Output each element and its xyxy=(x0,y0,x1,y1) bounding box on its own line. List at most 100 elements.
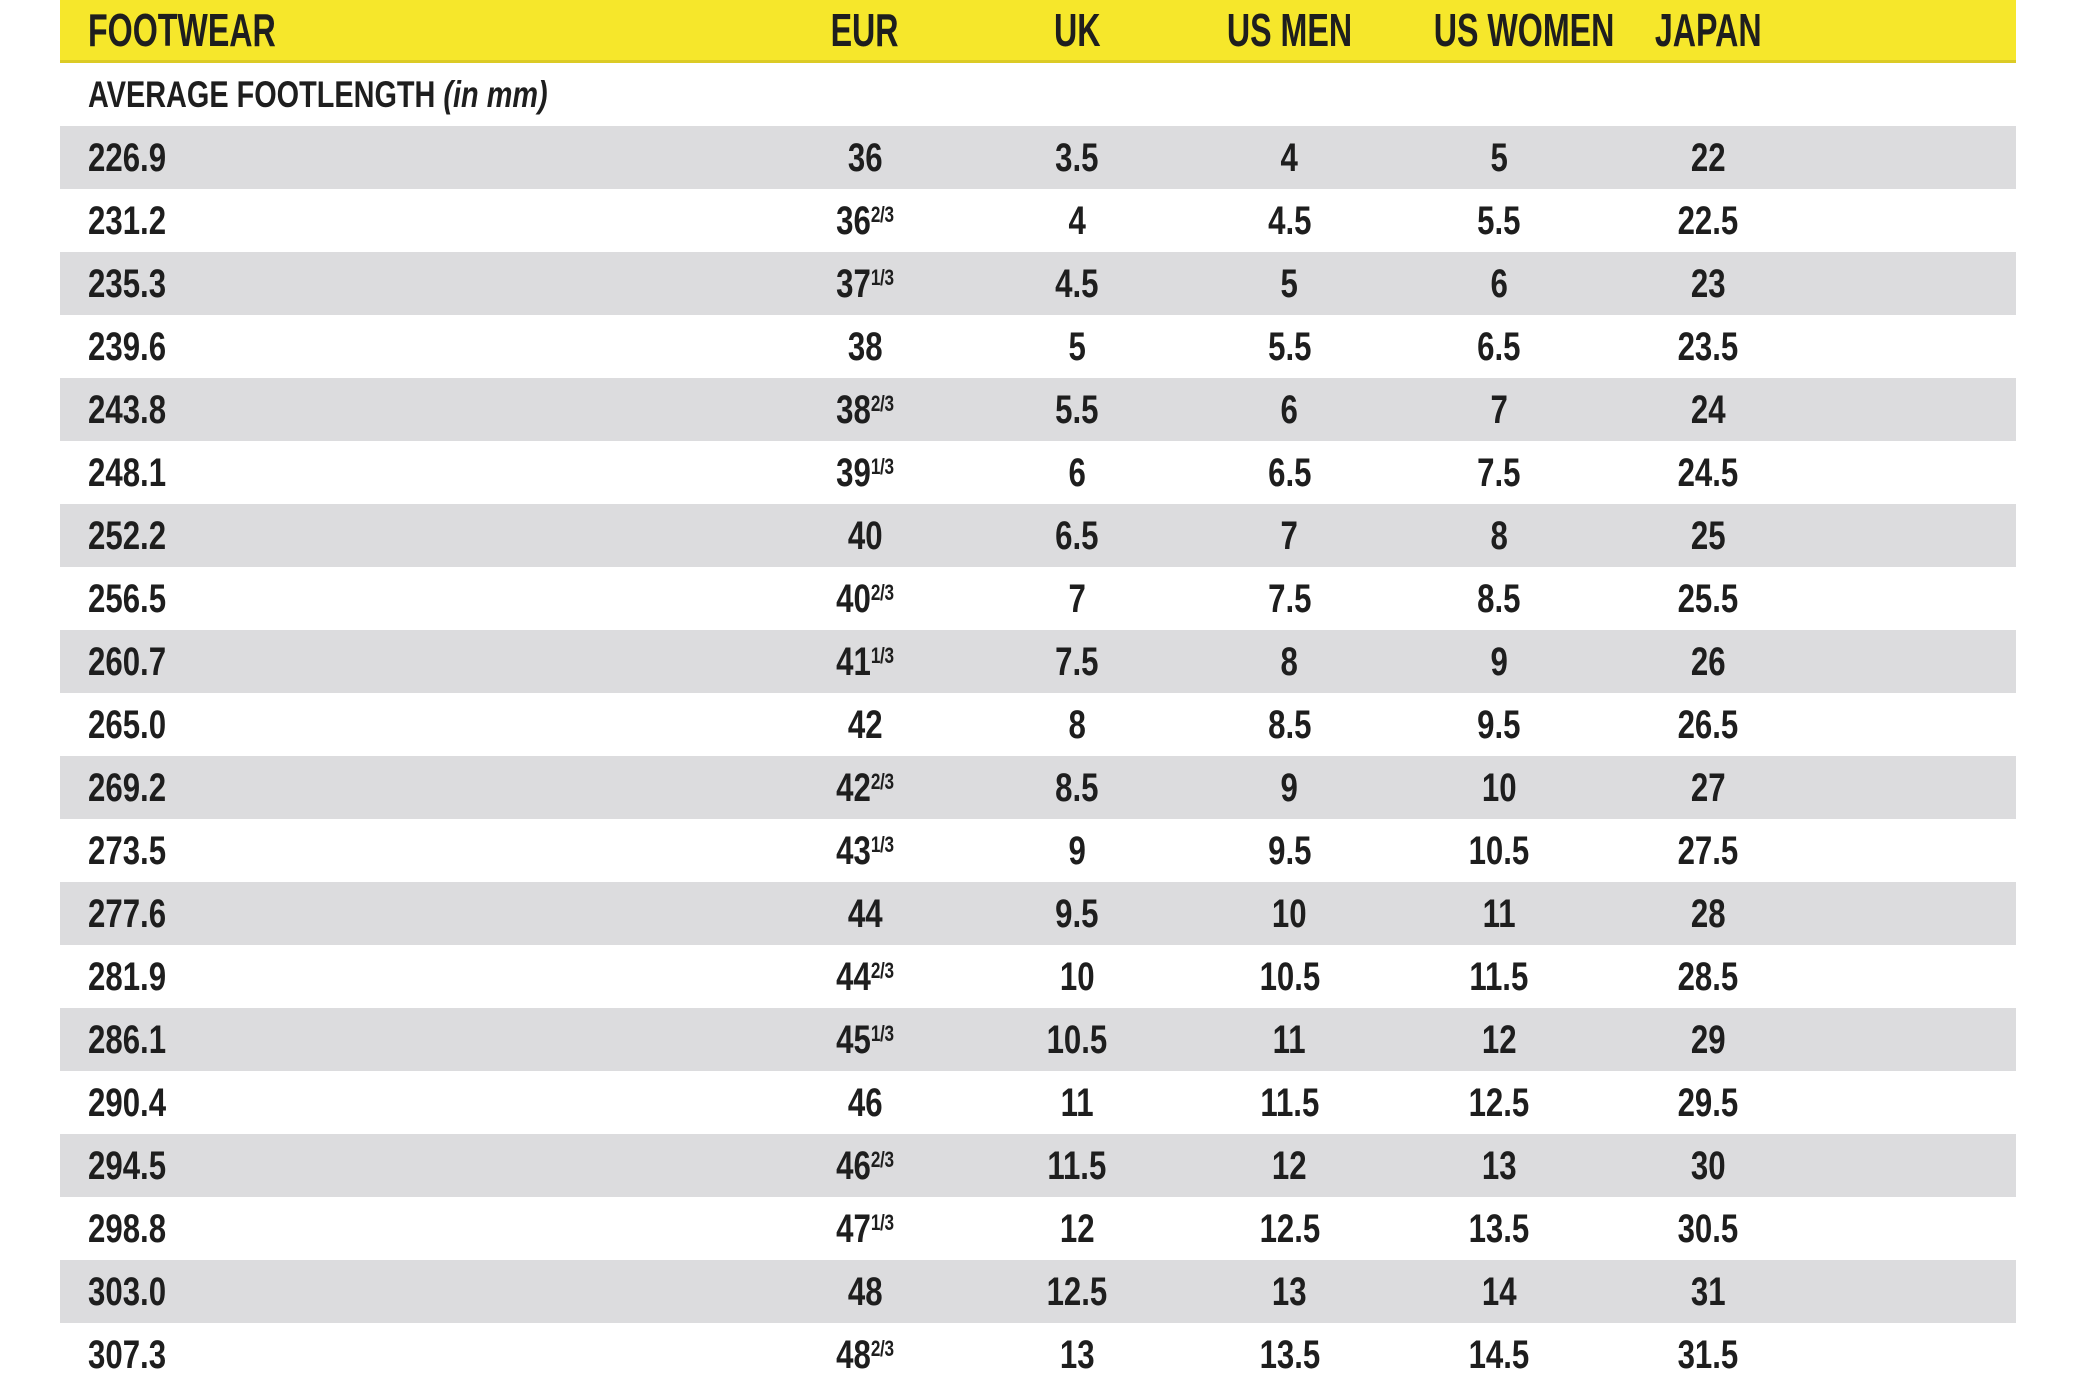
table-subheader-row: AVERAGE FOOTLENGTH (in mm) xyxy=(60,63,2016,126)
us-women-cell: 10 xyxy=(1395,768,1603,808)
us-men-value: 10.5 xyxy=(1259,954,1320,999)
footlength-cell: 265.0 xyxy=(60,705,760,745)
us-women-cell: 5 xyxy=(1395,138,1603,178)
footlength-cell: 260.7 xyxy=(60,642,760,682)
us-men-value: 4 xyxy=(1280,135,1299,180)
header-japan-label: JAPAN xyxy=(1654,4,1762,56)
us-men-value: 13 xyxy=(1272,1269,1307,1314)
table-row: 286.1 451/3 10.5 11 12 29 xyxy=(60,1008,2016,1071)
us-women-cell: 14.5 xyxy=(1395,1335,1603,1375)
japan-value: 30 xyxy=(1690,1143,1726,1188)
us-women-cell: 8 xyxy=(1395,516,1603,556)
us-women-cell: 6 xyxy=(1395,264,1603,304)
japan-cell: 29 xyxy=(1603,1020,1813,1060)
japan-value: 23.5 xyxy=(1677,324,1739,369)
header-eur: EUR xyxy=(760,7,970,53)
table-row: 226.9 36 3.5 4 5 22 xyxy=(60,126,2016,189)
japan-value: 22.5 xyxy=(1677,198,1739,243)
us-women-cell: 12 xyxy=(1395,1020,1603,1060)
footlength-cell: 243.8 xyxy=(60,390,760,430)
eur-value: 44 xyxy=(847,891,883,936)
uk-value: 7 xyxy=(1068,576,1086,621)
eur-cell: 411/3 xyxy=(760,642,970,682)
footlength-value: 277.6 xyxy=(88,891,167,936)
japan-value: 28.5 xyxy=(1677,954,1739,999)
japan-cell: 24 xyxy=(1603,390,1813,430)
japan-value: 24 xyxy=(1690,387,1726,432)
uk-value: 11 xyxy=(1060,1080,1094,1125)
us-men-value: 8.5 xyxy=(1267,702,1312,747)
us-men-cell: 13.5 xyxy=(1184,1335,1395,1375)
us-women-value: 13.5 xyxy=(1468,1206,1530,1251)
table-row: 243.8 382/3 5.5 6 7 24 xyxy=(60,378,2016,441)
table-row: 260.7 411/3 7.5 8 9 26 xyxy=(60,630,2016,693)
table-row: 298.8 471/3 12 12.5 13.5 30.5 xyxy=(60,1197,2016,1260)
footlength-cell: 269.2 xyxy=(60,768,760,808)
footlength-cell: 307.3 xyxy=(60,1335,760,1375)
uk-value: 9.5 xyxy=(1055,891,1099,936)
header-eur-label: EUR xyxy=(831,4,899,56)
japan-value: 27.5 xyxy=(1677,828,1739,873)
us-men-value: 7 xyxy=(1280,513,1299,558)
japan-cell: 22.5 xyxy=(1603,201,1813,241)
uk-cell: 10 xyxy=(970,957,1184,997)
footlength-value: 273.5 xyxy=(88,828,167,873)
footlength-cell: 231.2 xyxy=(60,201,760,241)
footlength-cell: 235.3 xyxy=(60,264,760,304)
us-men-cell: 9 xyxy=(1184,768,1395,808)
eur-fraction: 1/3 xyxy=(870,831,894,857)
us-women-cell: 7 xyxy=(1395,390,1603,430)
table-row: 256.5 402/3 7 7.5 8.5 25.5 xyxy=(60,567,2016,630)
japan-cell: 30.5 xyxy=(1603,1209,1813,1249)
us-women-value: 9 xyxy=(1490,639,1508,684)
eur-cell: 471/3 xyxy=(760,1209,970,1249)
us-women-value: 8.5 xyxy=(1477,576,1521,621)
japan-cell: 22 xyxy=(1603,138,1813,178)
eur-cell: 422/3 xyxy=(760,768,970,808)
footlength-cell: 256.5 xyxy=(60,579,760,619)
eur-value: 422/3 xyxy=(836,765,894,810)
japan-value: 29.5 xyxy=(1677,1080,1739,1125)
eur-fraction: 2/3 xyxy=(870,1335,894,1361)
us-women-value: 6.5 xyxy=(1477,324,1521,369)
footlength-value: 269.2 xyxy=(88,765,167,810)
header-footwear: FOOTWEAR xyxy=(60,7,760,53)
us-women-cell: 7.5 xyxy=(1395,453,1603,493)
footlength-value: 298.8 xyxy=(88,1206,167,1251)
table-row: 252.2 40 6.5 7 8 25 xyxy=(60,504,2016,567)
footlength-value: 252.2 xyxy=(88,513,167,558)
japan-value: 26 xyxy=(1690,639,1726,684)
us-women-value: 7.5 xyxy=(1477,450,1521,495)
japan-value: 25 xyxy=(1690,513,1726,558)
us-men-cell: 4.5 xyxy=(1184,201,1395,241)
footlength-cell: 290.4 xyxy=(60,1083,760,1123)
uk-cell: 4 xyxy=(970,201,1184,241)
uk-value: 9 xyxy=(1068,828,1086,873)
us-men-cell: 11.5 xyxy=(1184,1083,1395,1123)
eur-fraction: 2/3 xyxy=(870,957,894,983)
us-men-cell: 5.5 xyxy=(1184,327,1395,367)
us-women-value: 11.5 xyxy=(1469,954,1529,999)
us-women-cell: 8.5 xyxy=(1395,579,1603,619)
uk-value: 11.5 xyxy=(1047,1143,1107,1188)
eur-value: 462/3 xyxy=(836,1143,894,1188)
japan-cell: 26.5 xyxy=(1603,705,1813,745)
us-women-value: 14 xyxy=(1481,1269,1517,1314)
uk-value: 7.5 xyxy=(1055,639,1099,684)
us-men-cell: 4 xyxy=(1184,138,1395,178)
footlength-value: 303.0 xyxy=(88,1269,167,1314)
eur-value: 451/3 xyxy=(836,1017,894,1062)
subheader-label: AVERAGE FOOTLENGTH (in mm) xyxy=(88,76,548,113)
footlength-cell: 277.6 xyxy=(60,894,760,934)
footlength-cell: 226.9 xyxy=(60,138,760,178)
us-women-value: 8 xyxy=(1490,513,1508,558)
uk-cell: 5.5 xyxy=(970,390,1184,430)
uk-value: 5 xyxy=(1068,324,1086,369)
us-men-cell: 6 xyxy=(1184,390,1395,430)
footlength-value: 248.1 xyxy=(88,450,167,495)
us-men-value: 5.5 xyxy=(1267,324,1312,369)
eur-cell: 40 xyxy=(760,516,970,556)
us-women-cell: 14 xyxy=(1395,1272,1603,1312)
us-women-cell: 11 xyxy=(1395,894,1603,934)
